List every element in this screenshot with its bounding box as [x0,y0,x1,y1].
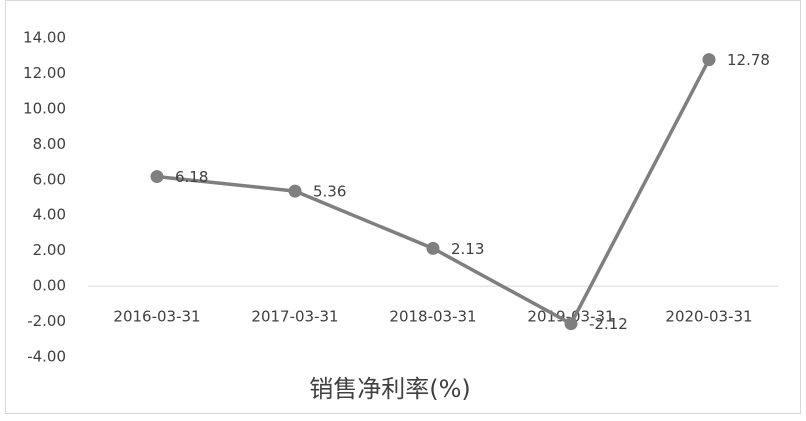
data-label: -2.12 [589,315,628,333]
point [150,170,164,184]
x-tick-label: 2020-03-31 [665,308,752,326]
y-tick-label: 4.00 [33,206,66,224]
data-label: 5.36 [313,183,346,201]
y-tick-label: 12.00 [23,64,66,82]
y-tick-label: 0.00 [33,277,66,295]
x-tick-label: 2018-03-31 [389,308,476,326]
chart-border [5,0,801,414]
data-label: 12.78 [727,51,770,69]
x-tick-label: 2017-03-31 [251,308,338,326]
y-tick-label: 14.00 [23,29,66,47]
chart-title: 销售净利率(%) [309,375,471,403]
y-tick-label: 2.00 [33,241,66,259]
data-label: 6.18 [175,168,208,186]
point [426,241,440,255]
data-label: 2.13 [451,240,484,258]
point [702,53,716,67]
y-tick-label: 10.00 [23,99,66,117]
y-tick-label: -4.00 [27,348,66,366]
y-tick-label: 8.00 [33,135,66,153]
y-tick-label: 6.00 [33,170,66,188]
point [564,317,578,331]
y-tick-label: -2.00 [27,312,66,330]
x-tick-label: 2016-03-31 [113,308,200,326]
point [288,184,302,198]
